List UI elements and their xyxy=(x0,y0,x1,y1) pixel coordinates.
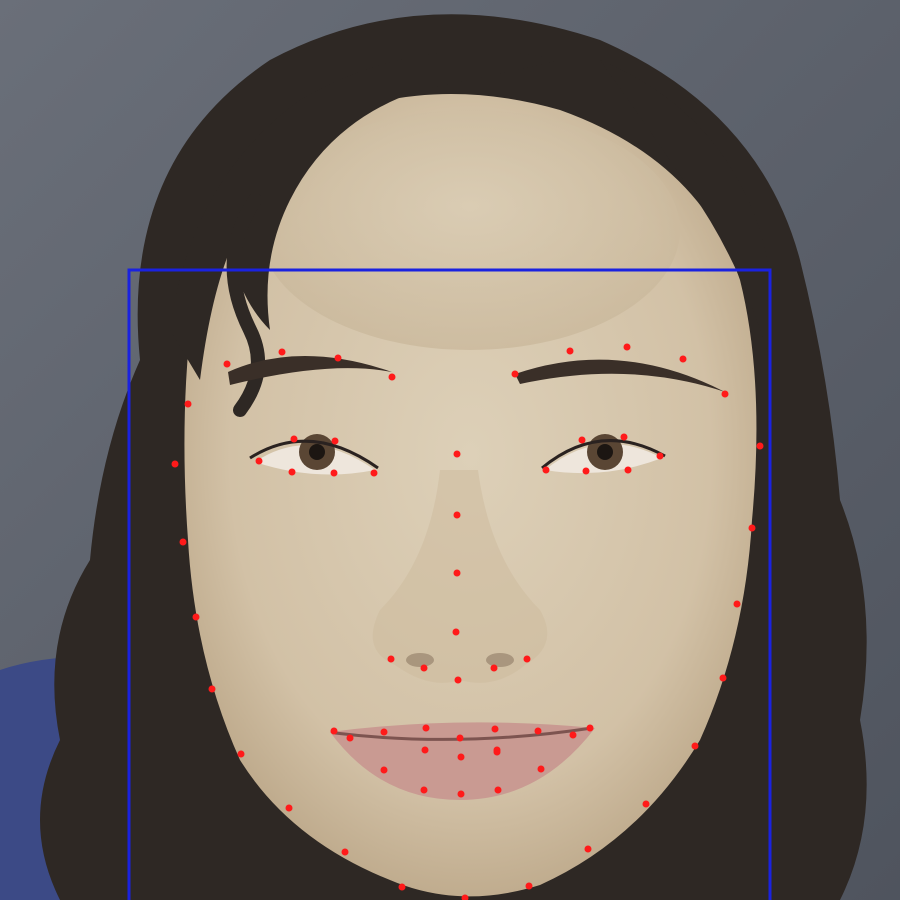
landmark-point xyxy=(223,360,231,368)
landmark-point xyxy=(278,348,286,356)
landmark-point xyxy=(584,845,592,853)
landmark-point xyxy=(457,753,465,761)
landmark-point xyxy=(457,790,465,798)
landmark-point xyxy=(456,734,464,742)
landmark-point xyxy=(578,436,586,444)
landmark-point xyxy=(454,676,462,684)
left-eyebrow xyxy=(228,356,392,385)
landmark-point xyxy=(330,469,338,477)
landmark-point xyxy=(491,725,499,733)
landmark-point xyxy=(285,804,293,812)
landmark-point xyxy=(586,724,594,732)
landmark-point xyxy=(388,373,396,381)
landmark-point xyxy=(370,469,378,477)
landmark-point xyxy=(171,460,179,468)
landmark-point xyxy=(691,742,699,750)
hair-side-right xyxy=(600,60,774,360)
facial-landmarks xyxy=(171,343,764,900)
landmark-point xyxy=(237,750,245,758)
landmark-point xyxy=(331,437,339,445)
landmark-point xyxy=(656,452,664,460)
landmark-point xyxy=(566,347,574,355)
landmark-point xyxy=(421,746,429,754)
landmark-point xyxy=(420,786,428,794)
landmark-point xyxy=(453,450,461,458)
left-nostril xyxy=(406,653,434,667)
landmark-point xyxy=(453,569,461,577)
right-eyebrow xyxy=(515,359,725,392)
landmark-point xyxy=(623,343,631,351)
landmark-point xyxy=(288,468,296,476)
landmark-point xyxy=(733,600,741,608)
forehead xyxy=(260,110,680,350)
landmark-point xyxy=(341,848,349,856)
landmark-point xyxy=(569,731,577,739)
landmark-point xyxy=(346,734,354,742)
landmark-point xyxy=(330,727,338,735)
landmark-point xyxy=(756,442,764,450)
landmark-point xyxy=(624,466,632,474)
landmark-point xyxy=(380,728,388,736)
landmark-point xyxy=(334,354,342,362)
landmark-point xyxy=(208,685,216,693)
landmark-point xyxy=(453,511,461,519)
landmark-point xyxy=(179,538,187,546)
right-nostril xyxy=(486,653,514,667)
landmark-point xyxy=(721,390,729,398)
landmark-point xyxy=(537,765,545,773)
landmark-point xyxy=(387,655,395,663)
landmark-point xyxy=(290,435,298,443)
landmark-point xyxy=(255,457,263,465)
face-bounding-box xyxy=(127,268,772,900)
landmark-point xyxy=(184,400,192,408)
landmark-point xyxy=(192,613,200,621)
landmark-point xyxy=(679,355,687,363)
landmark-point xyxy=(420,664,428,672)
landmark-point xyxy=(525,882,533,890)
landmark-point xyxy=(494,786,502,794)
landmark-point xyxy=(582,467,590,475)
landmark-point xyxy=(523,655,531,663)
hair-curl xyxy=(226,193,265,417)
left-eye xyxy=(249,434,379,475)
nose xyxy=(372,470,548,683)
landmark-point xyxy=(642,800,650,808)
lips xyxy=(330,722,595,800)
landmark-point xyxy=(493,748,501,756)
hair-fringe xyxy=(170,51,560,380)
landmark-point xyxy=(452,628,460,636)
landmark-point xyxy=(511,370,519,378)
right-eye xyxy=(541,434,666,474)
landmark-point xyxy=(719,674,727,682)
landmark-point xyxy=(398,883,406,891)
landmark-point xyxy=(422,724,430,732)
landmark-point xyxy=(490,664,498,672)
landmark-point xyxy=(620,433,628,441)
landmark-point xyxy=(748,524,756,532)
landmark-point xyxy=(380,766,388,774)
landmark-point xyxy=(534,727,542,735)
landmark-point xyxy=(542,466,550,474)
landmark-point xyxy=(461,894,469,900)
